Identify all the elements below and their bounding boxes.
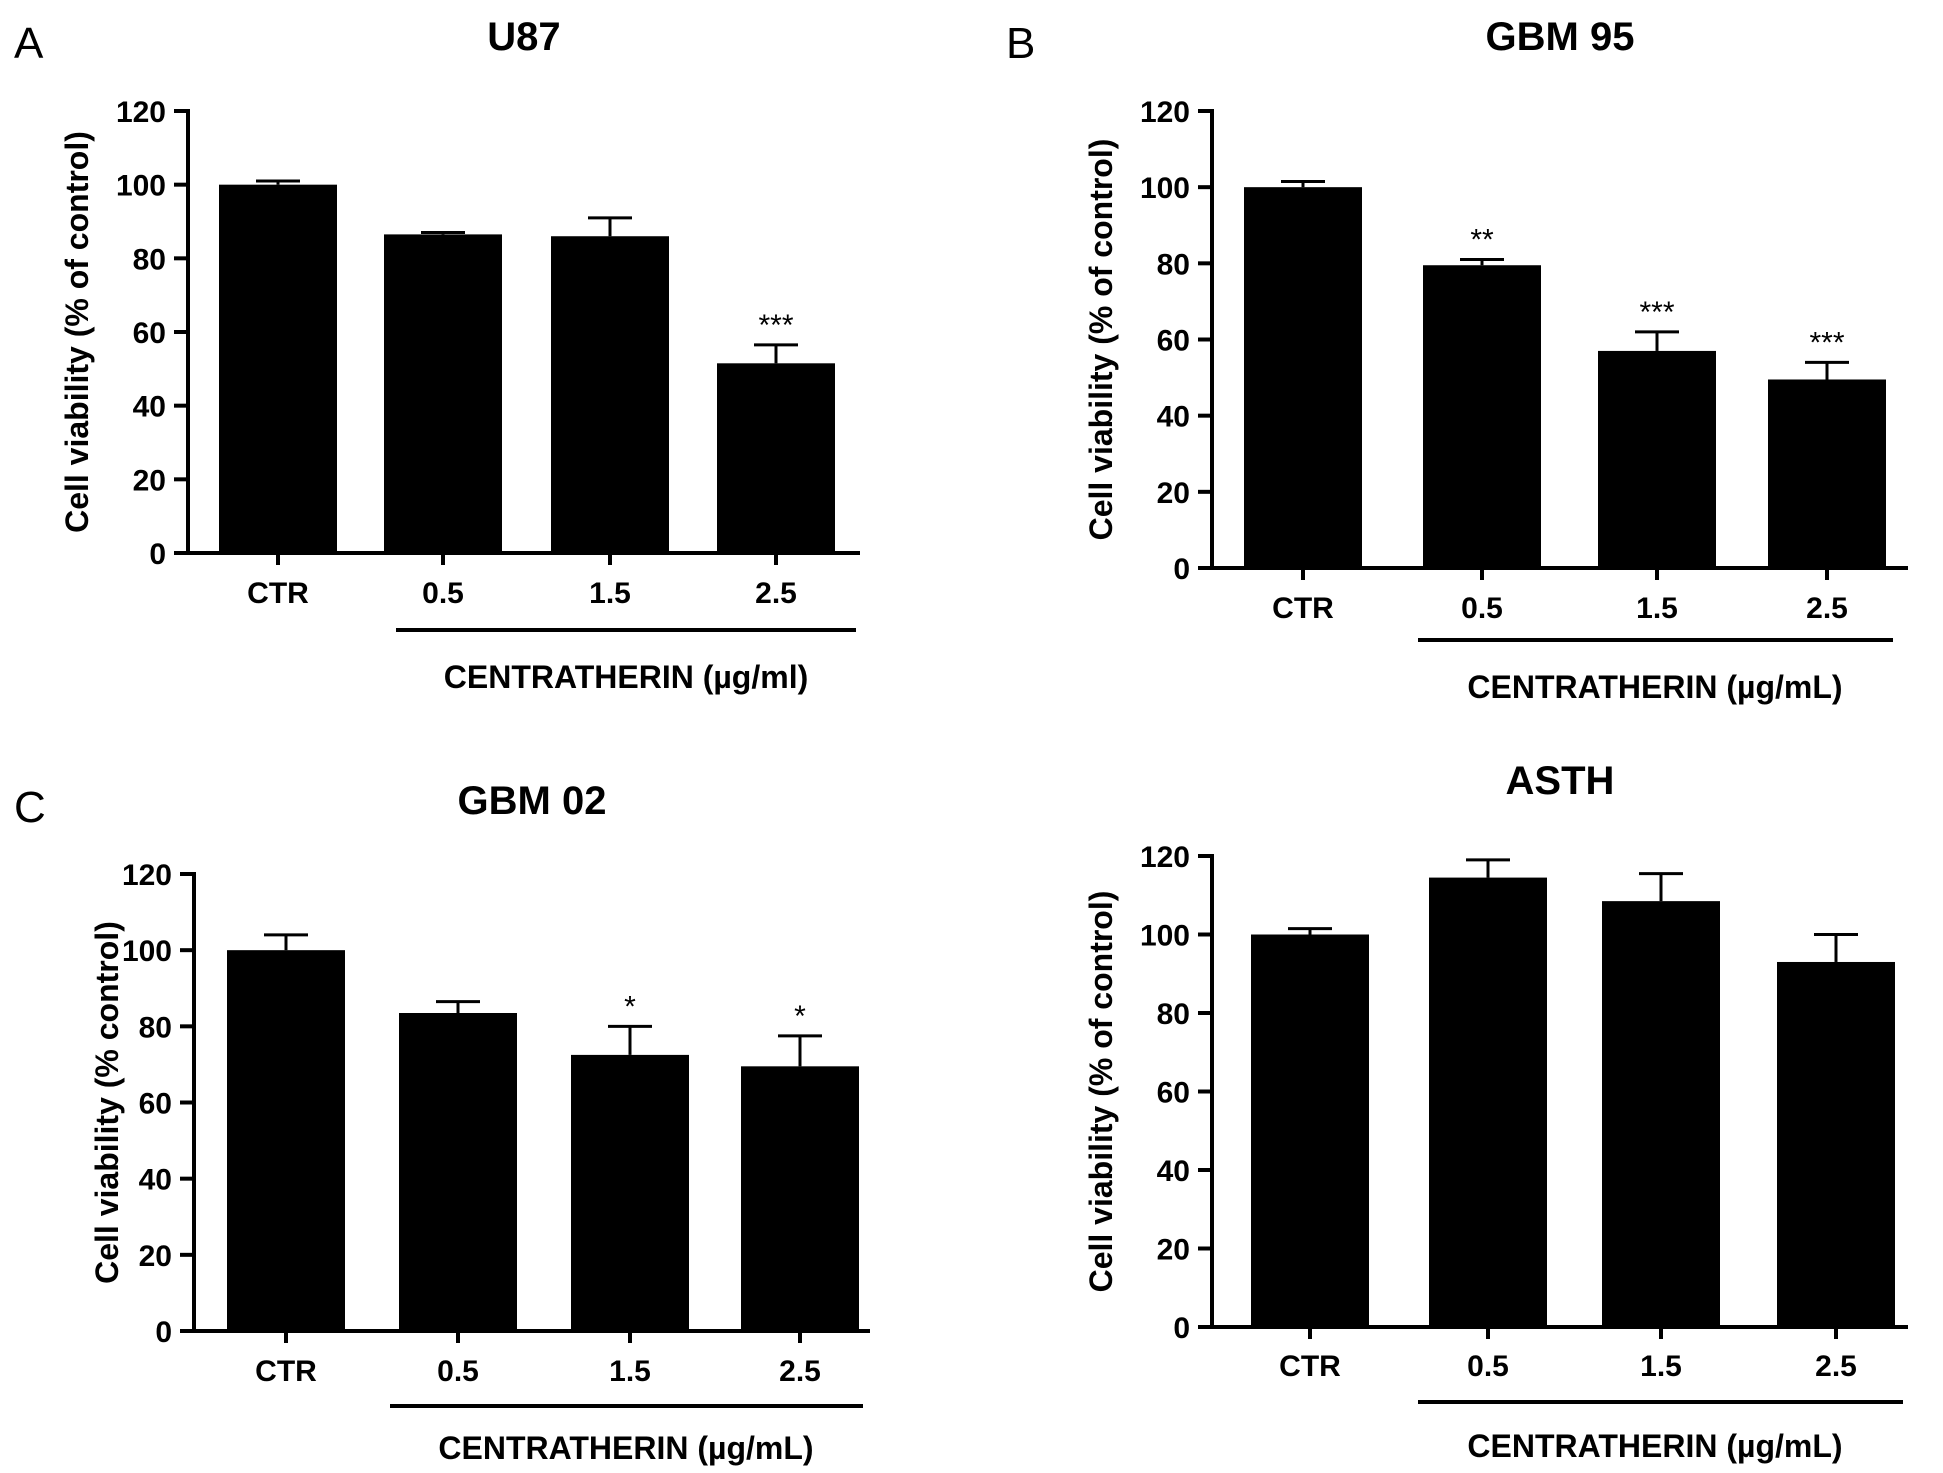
y-tick-label: 0 (149, 538, 166, 571)
x-tick-label: 2.5 (755, 577, 797, 610)
bar (1602, 901, 1720, 1327)
x-tick-label: 1.5 (1640, 1350, 1682, 1383)
y-tick-label: 20 (133, 464, 166, 497)
y-tick-label: 100 (122, 935, 172, 968)
y-tick-label: 0 (1173, 553, 1190, 586)
y-tick-label: 80 (139, 1011, 172, 1044)
x-tick-label: 0.5 (1467, 1350, 1509, 1383)
bar (384, 234, 502, 553)
y-tick-label: 60 (139, 1088, 172, 1121)
y-tick-label: 80 (1157, 998, 1190, 1031)
bar (1251, 934, 1369, 1327)
y-tick-label: 60 (133, 317, 166, 350)
y-axis-label: Cell viability (% of control) (1083, 891, 1119, 1293)
y-axis-label: Cell viability (% control) (89, 921, 125, 1284)
x-tick-label: CTR (255, 1355, 317, 1388)
bar (1768, 379, 1886, 568)
chart-title: GBM 02 (458, 779, 607, 823)
significance-marker: *** (1809, 326, 1844, 359)
panel-letter: C (14, 783, 46, 832)
panel-letter: B (1006, 19, 1035, 68)
chart-title: GBM 95 (1486, 15, 1635, 59)
y-tick-label: 100 (1140, 172, 1190, 205)
bar (399, 1013, 517, 1331)
significance-marker: *** (758, 309, 793, 342)
x-tick-label: 1.5 (609, 1355, 651, 1388)
x-tick-label: CTR (247, 577, 309, 610)
bar (227, 950, 345, 1331)
y-tick-label: 0 (155, 1316, 172, 1349)
chart-panel-b: B GBM 95 0 20 40 60 80 100 120 Cell viability (% … (1006, 15, 1908, 705)
x-tick-label: 0.5 (422, 577, 464, 610)
bar (219, 184, 337, 553)
y-axis-label: Cell viability (% of control) (59, 131, 95, 533)
y-tick-label: 120 (1140, 841, 1190, 874)
x-axis-label: CENTRATHERIN (µg/mL) (1467, 669, 1842, 705)
chart-panel-d: ASTH 0 20 40 60 80 100 120 Cell viability (% of … (1083, 759, 1908, 1464)
y-tick-label: 20 (1157, 1234, 1190, 1267)
x-tick-label: CTR (1272, 592, 1334, 625)
y-tick-label: 80 (133, 243, 166, 276)
y-tick-label: 60 (1157, 325, 1190, 358)
y-tick-label: 20 (139, 1240, 172, 1273)
bar (717, 363, 835, 553)
chart-panel-a: A U87 0 20 40 60 80 100 120 Cell viability (% of … (14, 15, 860, 695)
chart-title: ASTH (1506, 759, 1615, 803)
x-tick-label: 2.5 (1806, 592, 1848, 625)
bar (741, 1066, 859, 1331)
y-tick-label: 20 (1157, 477, 1190, 510)
y-tick-label: 60 (1157, 1077, 1190, 1110)
y-tick-label: 40 (1157, 401, 1190, 434)
x-tick-label: 2.5 (1815, 1350, 1857, 1383)
bar (551, 236, 669, 553)
y-tick-label: 0 (1173, 1312, 1190, 1345)
significance-marker: * (624, 990, 636, 1023)
x-tick-label: 1.5 (589, 577, 631, 610)
y-tick-label: 40 (139, 1164, 172, 1197)
x-axis-label: CENTRATHERIN (µg/mL) (1467, 1428, 1842, 1464)
bar (1423, 265, 1541, 568)
y-tick-label: 40 (133, 391, 166, 424)
bar (1244, 187, 1362, 568)
x-tick-label: 0.5 (1461, 592, 1503, 625)
y-tick-label: 40 (1157, 1155, 1190, 1188)
x-tick-label: 2.5 (779, 1355, 821, 1388)
x-tick-label: 1.5 (1636, 592, 1678, 625)
significance-marker: *** (1639, 296, 1674, 329)
chart-title: U87 (487, 15, 560, 59)
significance-marker: * (794, 1000, 806, 1033)
bar (1777, 961, 1895, 1327)
x-tick-label: 0.5 (437, 1355, 479, 1388)
bar (1598, 350, 1716, 568)
y-tick-label: 120 (116, 96, 166, 129)
y-tick-label: 100 (116, 170, 166, 203)
y-tick-label: 100 (1140, 920, 1190, 953)
y-axis-label: Cell viability (% of control) (1083, 139, 1119, 541)
y-tick-label: 120 (122, 859, 172, 892)
x-axis-label: CENTRATHERIN (µg/ml) (444, 659, 808, 695)
y-tick-label: 120 (1140, 96, 1190, 129)
x-tick-label: CTR (1279, 1350, 1341, 1383)
bar (1429, 877, 1547, 1327)
panel-letter: A (14, 19, 44, 68)
x-axis-label: CENTRATHERIN (µg/mL) (438, 1430, 813, 1466)
chart-panel-c: C GBM 02 0 20 40 60 80 100 120 Cell viability (% … (14, 779, 870, 1466)
significance-marker: ** (1470, 224, 1494, 257)
y-tick-label: 80 (1157, 248, 1190, 281)
bar (571, 1054, 689, 1331)
